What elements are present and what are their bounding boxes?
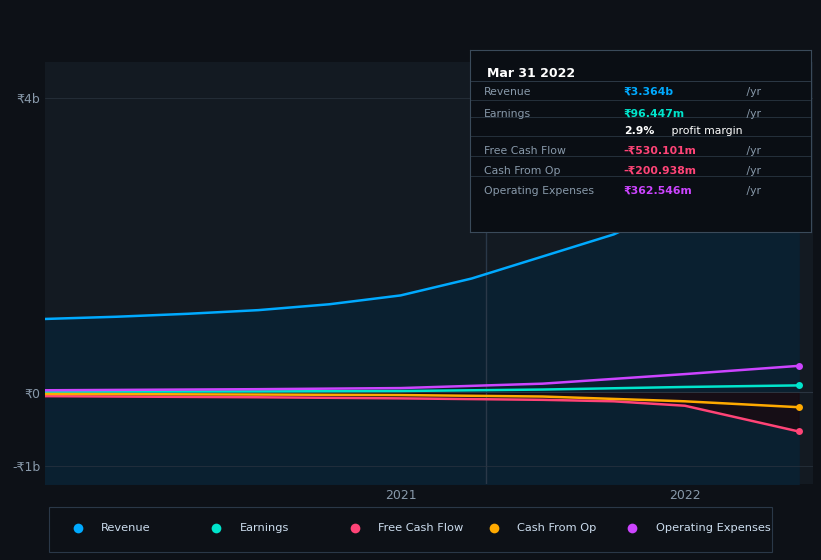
- Text: 2.9%: 2.9%: [624, 126, 654, 136]
- Text: -₹530.101m: -₹530.101m: [624, 146, 697, 156]
- Text: Cash From Op: Cash From Op: [484, 166, 561, 176]
- Text: Free Cash Flow: Free Cash Flow: [484, 146, 566, 156]
- Text: /yr: /yr: [743, 166, 761, 176]
- Text: profit margin: profit margin: [668, 126, 742, 136]
- Text: Operating Expenses: Operating Expenses: [484, 186, 594, 196]
- Text: /yr: /yr: [743, 186, 761, 196]
- Text: ₹96.447m: ₹96.447m: [624, 109, 685, 119]
- Text: Mar 31 2022: Mar 31 2022: [488, 67, 576, 80]
- Text: Earnings: Earnings: [484, 109, 531, 119]
- Text: -₹200.938m: -₹200.938m: [624, 166, 697, 176]
- Text: /yr: /yr: [743, 87, 761, 97]
- Text: Revenue: Revenue: [101, 523, 150, 533]
- Text: Revenue: Revenue: [484, 87, 531, 97]
- Text: Cash From Op: Cash From Op: [517, 523, 596, 533]
- Text: Operating Expenses: Operating Expenses: [655, 523, 770, 533]
- Text: ₹3.364b: ₹3.364b: [624, 87, 674, 97]
- Text: Free Cash Flow: Free Cash Flow: [378, 523, 463, 533]
- Text: ₹362.546m: ₹362.546m: [624, 186, 692, 196]
- Text: /yr: /yr: [743, 109, 761, 119]
- Text: Earnings: Earnings: [240, 523, 289, 533]
- Text: /yr: /yr: [743, 146, 761, 156]
